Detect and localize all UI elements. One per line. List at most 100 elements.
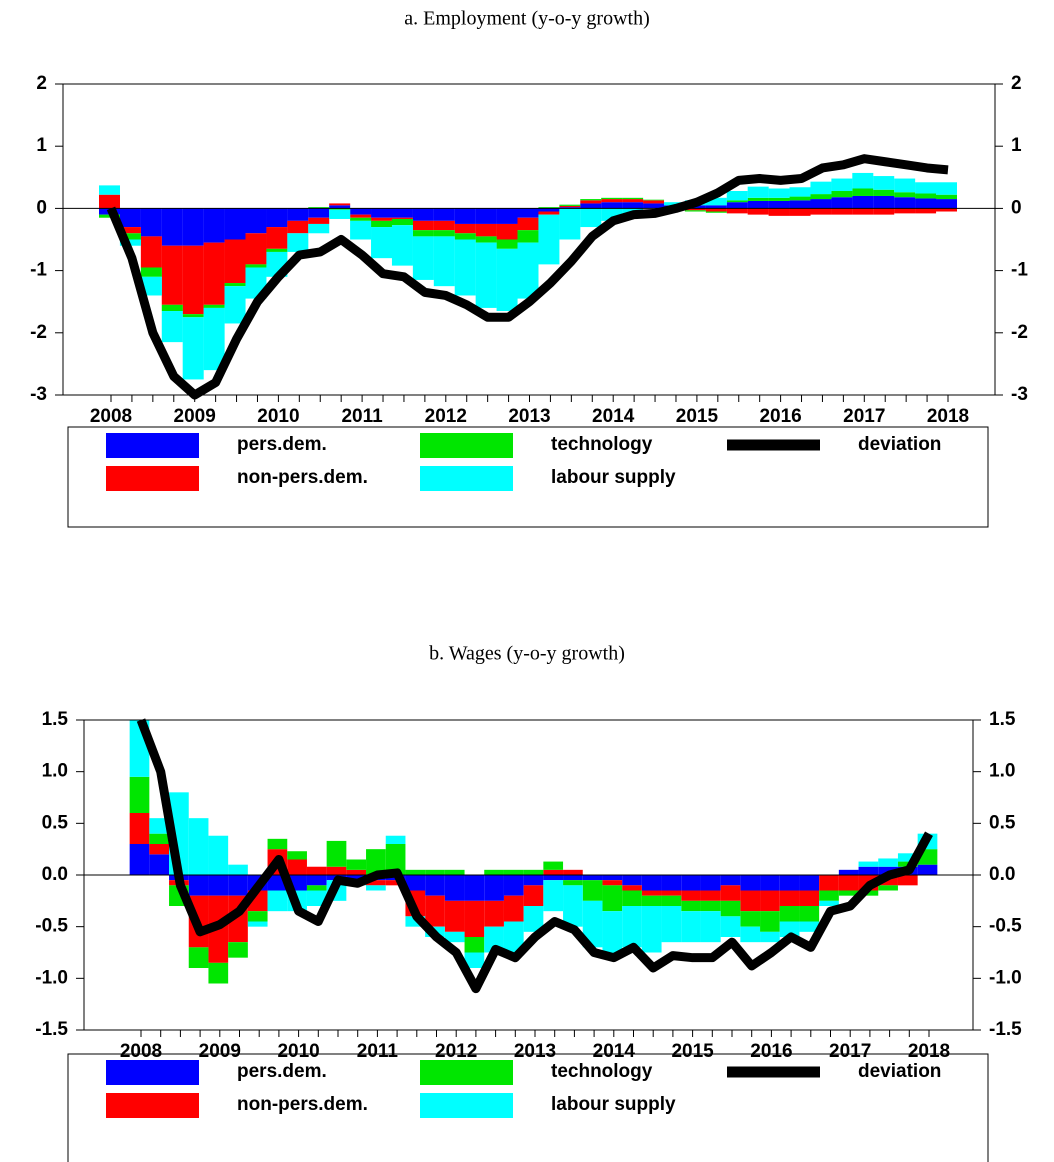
bar-segment [601,199,623,203]
bar-segment [129,776,150,813]
bar-segment [496,248,518,312]
legend-label: deviation [858,434,941,455]
bar-segment [412,220,434,231]
bar-segment [799,921,820,932]
bar-segment [810,199,832,209]
bar-segment [700,875,721,891]
bar-segment [622,875,642,886]
x-tick-label: 2008 [120,1041,162,1062]
bar-segment [129,844,150,875]
bar-segment [350,220,372,240]
bar-segment [371,227,393,259]
bar-segment [454,223,476,234]
bar-segment [371,208,393,218]
bar-segment [819,875,839,891]
bar-segment [852,188,874,196]
bar-segment [503,921,524,953]
bar-segment [346,859,367,870]
bar-segment [203,208,225,243]
legend-swatch [420,1060,513,1085]
bar-segment [484,869,504,875]
bar-segment [810,194,832,200]
chart-title: b. Wages (y-o-y growth) [429,643,625,665]
bar-segment [391,225,413,266]
bar-segment [563,885,583,927]
bar-segment [622,890,642,906]
bar-segment [464,937,485,953]
bar-segment [267,838,288,850]
bar-segment [936,208,957,212]
bar-segment [433,230,455,237]
legend-box [67,426,989,528]
bar-segment [700,911,721,943]
bar-segment [306,866,327,875]
bar-segment [681,911,701,943]
x-tick-label: 2011 [341,406,383,427]
bar-segment [779,875,800,891]
bar-segment [580,208,602,228]
bar-segment [366,849,386,875]
bar-segment [371,217,393,221]
x-tick-label: 2010 [277,1041,319,1062]
bar-segment [391,217,413,219]
bar-segment [425,875,445,896]
line [106,154,949,400]
legend-swatch [106,433,199,458]
bar-segment [391,208,413,218]
bar-segment [99,194,120,209]
bar-segment [161,304,183,312]
y-tick-label: -2 [30,322,47,343]
bar-segment [329,203,351,206]
bar-segment [726,190,748,201]
bar-segment [224,286,246,324]
x-tick-label: 2014 [592,406,635,427]
bar-segment [287,208,309,221]
bar-segment [936,199,957,209]
bar-segment [203,304,225,308]
bar-segment [602,880,623,886]
bar-segment [454,233,476,240]
bar-segment [936,182,957,195]
bar-segment [475,236,497,243]
bar-segment [99,185,120,195]
bar-segment [789,208,811,216]
bar-segment [208,962,229,984]
bar-segment [700,900,721,912]
bar-segment [444,875,465,901]
legend-label: non-pers.dem. [237,1094,368,1115]
bar-segment [412,230,434,237]
legend-label: technology [551,434,653,455]
bar-segment [779,890,800,906]
bar-segment [852,172,874,189]
bar-segment [444,900,465,932]
bar-segment [915,193,937,199]
x-tick-label: 2015 [671,1041,714,1062]
y-tick-label: 0.5 [989,812,1016,833]
bar-segment [119,233,141,240]
bar-segment [760,875,780,891]
line [136,718,933,994]
bar-segment [496,208,518,224]
bar-segment [601,197,623,200]
bar-segment [559,207,581,209]
bar-segment [287,851,307,860]
bar-segment [329,205,351,209]
bar-segment [747,186,769,198]
bar-segment [740,875,761,891]
bar-segment [582,880,603,901]
bar-segment [894,192,916,198]
x-tick-label: 2013 [514,1041,556,1062]
bar-segment [523,875,544,886]
legend-label: labour supply [551,1094,676,1115]
bar-segment [622,197,644,200]
bar-segment [563,869,583,875]
y-tick-label: -1.0 [989,967,1022,988]
bar-segment [464,875,485,901]
bar-segment [684,208,706,211]
bar-segment [681,890,701,901]
bar-segment [140,236,162,268]
x-tick-label: 2017 [843,406,885,427]
bar-segment [894,197,916,209]
bar-segment [287,233,309,252]
bar-segment [622,202,644,209]
